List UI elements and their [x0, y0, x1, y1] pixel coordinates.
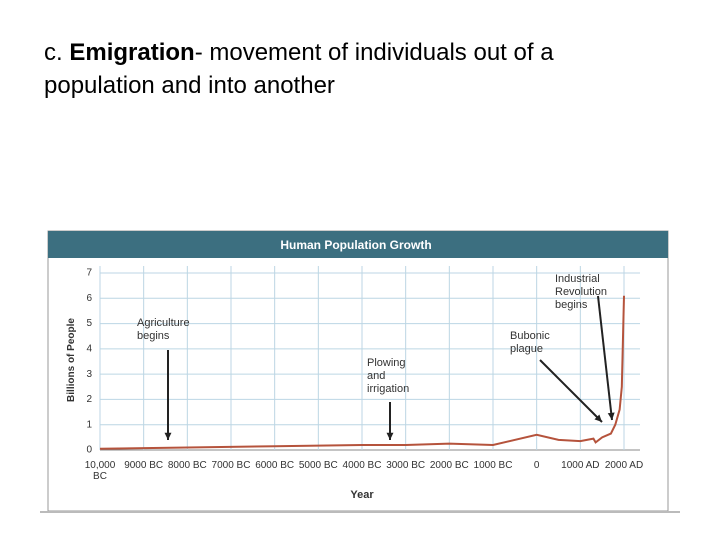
heading-term: Emigration: [69, 39, 195, 66]
annotation-arrow: [539, 359, 603, 423]
x-tick-label: 1000 AD: [561, 460, 600, 471]
y-tick-label: 1: [86, 419, 92, 430]
y-tick-label: 2: [86, 394, 92, 405]
title-bar: [48, 231, 668, 258]
x-tick-label: 2000 BC: [429, 460, 469, 471]
x-tick-label: 0: [533, 460, 540, 471]
x-tick-label: 5000 BC: [298, 460, 338, 471]
y-axis-label: Billions of People: [66, 318, 77, 402]
y-tick-label: 5: [86, 318, 92, 329]
x-tick-label: 1000 BC: [473, 460, 513, 471]
annotation: Plowing and irrigation: [367, 357, 410, 395]
heading-prefix: c.: [44, 39, 70, 66]
arrow-head: [594, 414, 602, 422]
arrow-head: [607, 412, 615, 420]
x-tick-label: 6000 BC: [255, 460, 295, 471]
x-tick-label: 9000 BC: [124, 460, 164, 471]
annotation: Bubonic plague: [510, 330, 550, 355]
annotation: Agriculture begins: [137, 317, 190, 342]
x-tick-label: 10,000 BC: [84, 460, 116, 482]
chart-title: Human Population Growth: [280, 238, 431, 252]
y-tick-label: 7: [86, 268, 92, 279]
chart-frame: [47, 230, 669, 512]
x-axis-label: Year: [350, 489, 374, 501]
heading-definition: - movement of individuals out of a popul…: [44, 39, 554, 99]
y-tick-label: 3: [86, 369, 92, 380]
arrow-head: [386, 432, 394, 440]
slide-heading: c. Emigration- movement of individuals o…: [44, 36, 644, 102]
x-tick-label: 7000 BC: [211, 460, 251, 471]
x-tick-label: 8000 BC: [167, 460, 207, 471]
y-tick-label: 0: [86, 445, 92, 456]
annotation-arrow: [597, 295, 613, 421]
arrow-head: [164, 432, 172, 440]
y-tick-label: 6: [86, 293, 92, 304]
data-line: [99, 295, 625, 450]
x-tick-label: 4000 BC: [342, 460, 382, 471]
x-tick-label: 3000 BC: [386, 460, 426, 471]
x-tick-label: 2000 AD: [604, 460, 644, 471]
y-tick-label: 4: [86, 343, 92, 354]
annotation: Industrial Revolution begins: [555, 273, 607, 311]
